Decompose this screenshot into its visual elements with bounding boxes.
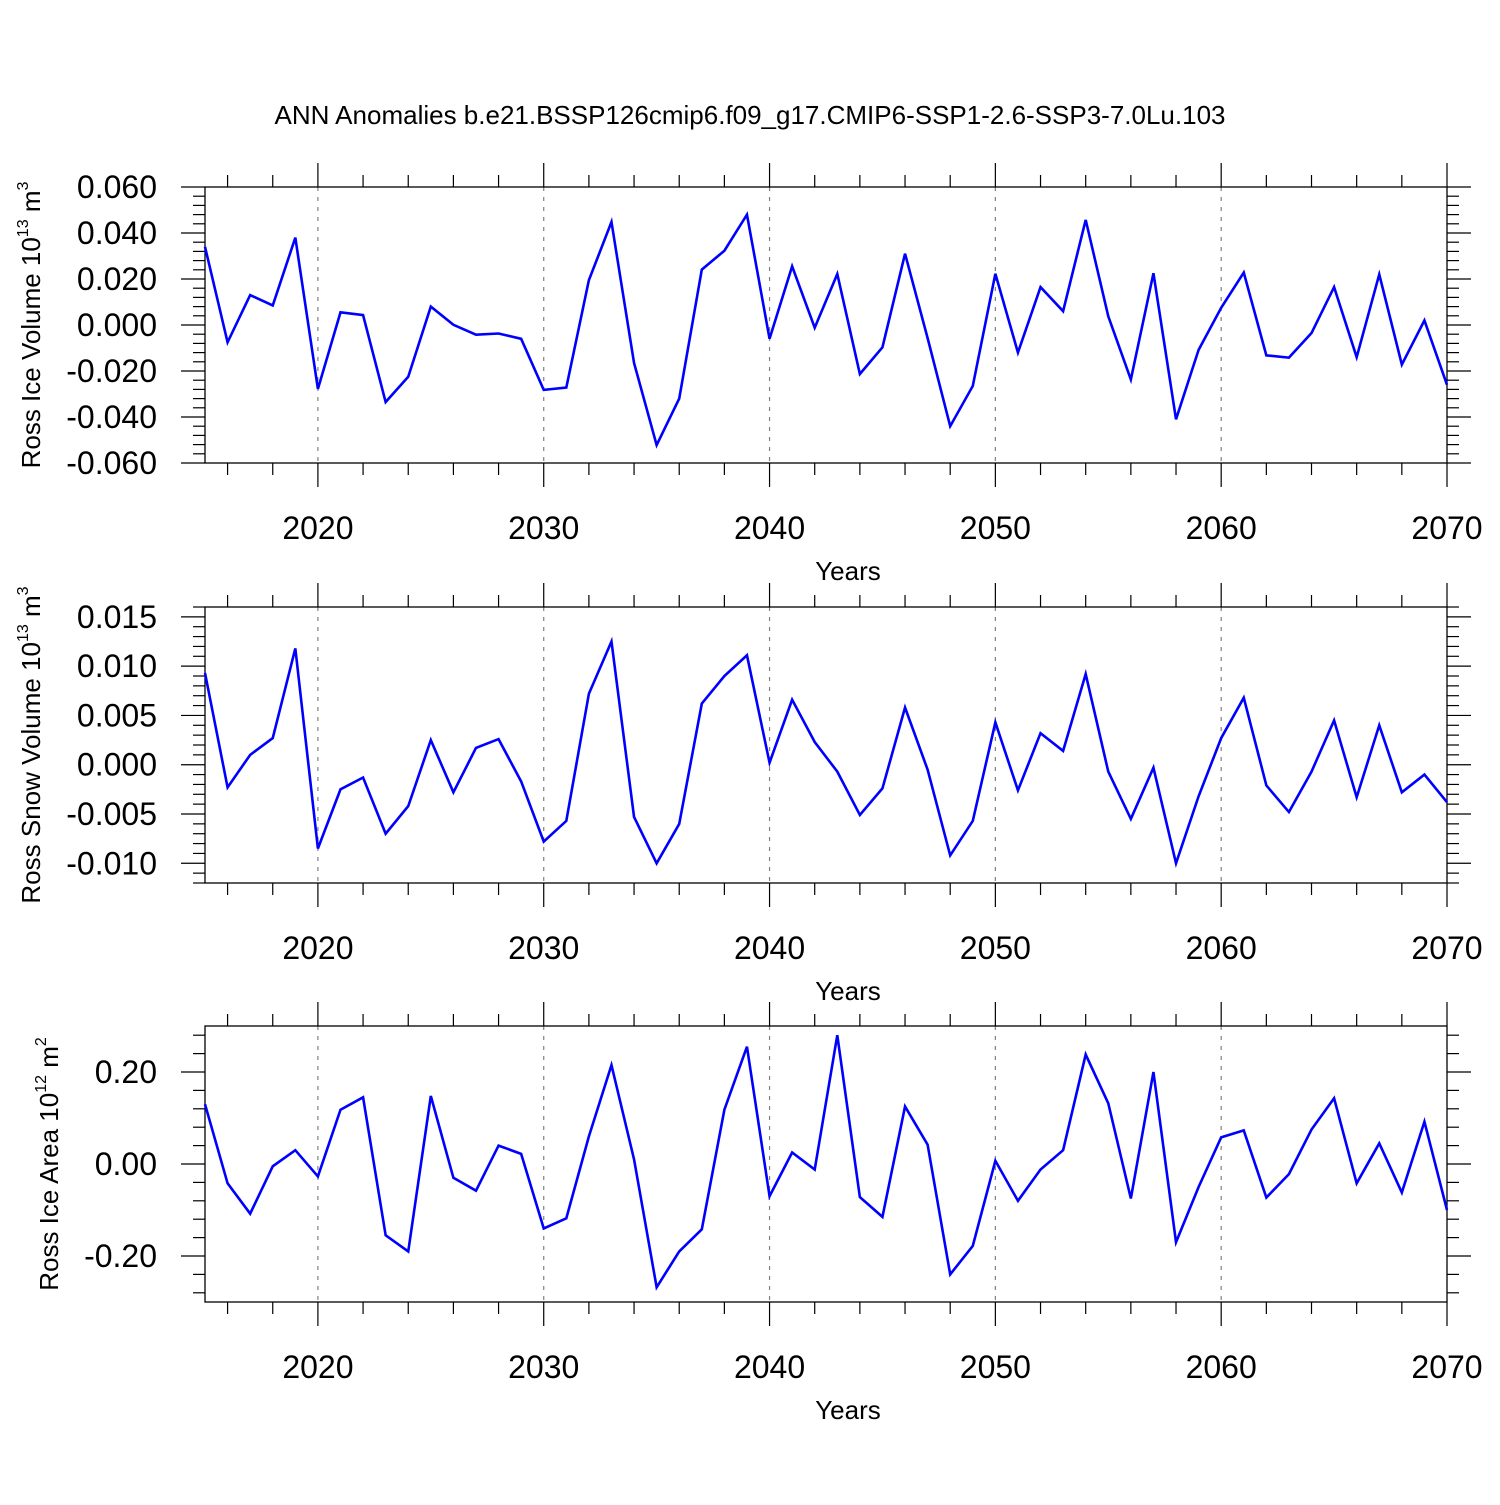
x-tick-label: 2040 [734,1349,805,1385]
y-tick-label: 0.000 [77,747,157,783]
y-axis-label: Ross Snow Volume 1013 m3 [15,586,46,903]
y-axis-label-part: Ross Ice Area 10 [34,1093,64,1291]
chart-panel-3: 2020 2030 2040 2050 2060 2070 -0.20 0.00 0.20 Yea… [33,1002,1483,1425]
y-axis-label-part: m [16,190,46,219]
x-tick-label: 2020 [282,1349,353,1385]
y-tick-label: -0.040 [66,399,157,435]
y-axis-label-superscript: 2 [33,1037,50,1046]
series-line-1 [203,211,1449,449]
y-tick-label: -0.060 [66,445,157,481]
y-tick-label: 0.005 [77,697,157,733]
x-tick-label: 2040 [734,930,805,966]
chart-panel-1: 2020 2030 2040 2050 2060 2070 -0.060 -0.040 -0.0… [15,163,1483,586]
y-axis-label-superscript: 13 [15,624,32,642]
x-tick-label: 2050 [960,1349,1031,1385]
y-tick-label: 0.060 [77,169,157,205]
y-axis-label-superscript: 13 [15,219,32,237]
y-axis-label-superscript: 12 [33,1075,50,1093]
y-axis-label: Ross Ice Volume 1013 m3 [15,181,46,468]
x-tick-label: 2060 [1186,510,1257,546]
y-tick-label: -0.005 [66,796,157,832]
series-line-1 [203,636,1449,869]
x-tick-label: 2020 [282,510,353,546]
y-tick-label: 0.040 [77,215,157,251]
x-tick-label: 2030 [508,930,579,966]
x-tick-label: 2030 [508,1349,579,1385]
y-axis-label-part: m [16,595,46,624]
y-axis-label-part: m [34,1046,64,1075]
y-tick-label: 0.20 [95,1054,157,1090]
plot-frame [204,606,1448,884]
y-tick-label: 0.020 [77,261,157,297]
plot-frame [204,186,1448,464]
x-tick-label: 2020 [282,930,353,966]
chart-title: ANN Anomalies b.e21.BSSP126cmip6.f09_g17… [275,100,1226,130]
x-tick-label: 2030 [508,510,579,546]
y-tick-label: -0.20 [84,1238,157,1274]
y-axis-label-part: Ross Ice Volume 10 [16,237,46,468]
series-line-1 [203,1034,1449,1291]
x-tick-label: 2060 [1186,930,1257,966]
y-tick-label: -0.010 [66,845,157,881]
y-tick-label: 0.010 [77,648,157,684]
x-tick-label: 2060 [1186,1349,1257,1385]
x-tick-label: 2050 [960,510,1031,546]
chart-panel-2: 2020 2030 2040 2050 2060 2070 -0.010 -0.005 0.00… [15,583,1483,1006]
x-tick-label: 2040 [734,510,805,546]
y-axis-label-superscript: 3 [15,586,32,595]
y-axis-label-part: Ross Snow Volume 10 [16,642,46,904]
y-tick-label: 0.000 [77,307,157,343]
y-tick-label: -0.020 [66,353,157,389]
x-axis-label: Years [815,976,881,1006]
x-tick-label: 2070 [1411,510,1482,546]
x-axis-label: Years [815,1395,881,1425]
y-axis-label-superscript: 3 [15,181,32,190]
y-axis-label: Ross Ice Area 1012 m2 [33,1037,64,1291]
x-axis-label: Years [815,556,881,586]
y-tick-label: 0.015 [77,599,157,635]
x-tick-label: 2050 [960,930,1031,966]
plot-frame [204,1025,1448,1303]
y-tick-label: 0.00 [95,1146,157,1182]
x-tick-label: 2070 [1411,1349,1482,1385]
x-tick-label: 2070 [1411,930,1482,966]
